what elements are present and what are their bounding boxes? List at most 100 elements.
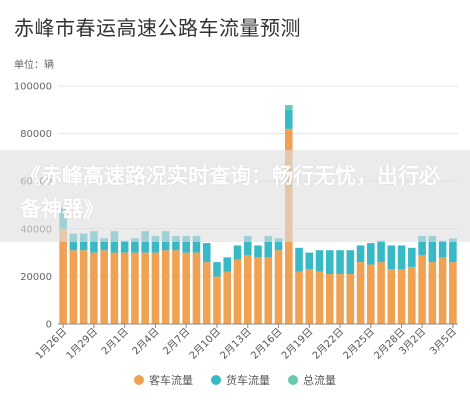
bar-passenger: [151, 252, 160, 324]
unit-label: 单位：辆: [14, 60, 54, 71]
watermark-banner: [0, 150, 470, 242]
x-tick-label: 1月29日: [64, 326, 100, 362]
bar-passenger: [213, 276, 221, 324]
legend-item-freight[interactable]: 货车流量: [211, 372, 270, 388]
bar-freight: [449, 238, 457, 263]
bar-freight: [346, 250, 355, 275]
x-tick-label: 3月5日: [427, 326, 459, 358]
bar-freight: [387, 245, 396, 270]
bar-freight: [151, 235, 160, 253]
x-tick-label: 2月10日: [187, 326, 223, 362]
bar-passenger: [326, 274, 334, 324]
bar-passenger: [192, 252, 201, 324]
bar-passenger: [336, 274, 344, 324]
bar-passenger: [295, 271, 303, 324]
bar-passenger: [449, 262, 457, 324]
x-tick-label: 2月25日: [341, 326, 377, 362]
bar-passenger: [418, 254, 426, 324]
bar-passenger: [346, 274, 355, 324]
bar-passenger: [274, 250, 283, 324]
legend-label-freight: 货车流量: [226, 374, 270, 387]
bar-passenger: [254, 257, 262, 324]
bar-freight: [336, 250, 344, 275]
bar-passenger: [59, 228, 67, 324]
bar-freight: [254, 245, 262, 258]
bar-freight: [326, 250, 334, 275]
bar-passenger: [428, 262, 437, 324]
legend-swatch-freight: [211, 375, 221, 385]
bar-passenger: [69, 250, 78, 324]
bar-passenger: [110, 252, 119, 324]
legend-swatch-total: [288, 375, 298, 385]
x-tick-label: 1月26日: [33, 326, 69, 362]
bar-freight: [100, 238, 108, 251]
bar-passenger: [438, 257, 447, 324]
bar-freight: [315, 250, 324, 272]
y-tick-label: 100000: [14, 82, 52, 93]
bar-freight: [274, 238, 283, 251]
bar-freight: [367, 243, 375, 265]
bar-passenger: [367, 264, 375, 324]
bar-freight: [264, 235, 273, 258]
bar-passenger: [120, 252, 129, 324]
x-tick-label: 2月7日: [161, 326, 193, 358]
bar-freight: [295, 247, 303, 272]
y-tick-label: 80000: [20, 129, 52, 140]
legend-item-passenger[interactable]: 客车流量: [134, 372, 193, 388]
watermark-banner-text: 《赤峰高速路况实时查询：畅行无忧，出行必备神器》: [20, 164, 440, 221]
bar-passenger: [202, 262, 211, 324]
bar-passenger: [377, 262, 385, 324]
bar-freight: [223, 257, 232, 272]
x-tick-label: 2月19日: [279, 326, 315, 362]
bar-freight: [408, 247, 416, 267]
bar-freight: [192, 235, 201, 253]
bar-passenger: [305, 269, 314, 324]
bar-freight: [182, 235, 190, 253]
legend-label-total: 总流量: [303, 374, 336, 387]
bar-passenger: [182, 252, 190, 324]
bar-passenger: [233, 259, 242, 324]
bar-passenger: [243, 254, 252, 324]
bar-freight: [305, 252, 314, 270]
y-tick-label: 0: [46, 320, 52, 331]
bar-freight: [202, 243, 211, 263]
x-tick-label: 2月13日: [218, 326, 254, 362]
x-tick-label: 2月4日: [130, 326, 162, 358]
bar-freight: [397, 245, 406, 270]
bar-freight: [377, 240, 385, 263]
bar-freight: [438, 240, 447, 258]
bar-freight: [233, 245, 242, 260]
bar-passenger: [141, 252, 149, 324]
x-tick-label: 2月22日: [310, 326, 346, 362]
bar-passenger: [387, 269, 396, 324]
legend-swatch-passenger: [134, 375, 144, 385]
bar-passenger: [264, 257, 273, 324]
bar-freight: [284, 109, 293, 129]
bar-passenger: [131, 252, 139, 324]
bar-freight: [428, 235, 437, 263]
x-tick-label: 2月1日: [99, 326, 131, 358]
x-tick-label: 2月16日: [249, 326, 285, 362]
bar-total: [284, 105, 293, 110]
bar-passenger: [172, 250, 180, 324]
bar-passenger: [356, 262, 365, 324]
legend: 客车流量 货车流量 总流量: [0, 372, 470, 388]
bar-freight: [243, 235, 252, 255]
legend-label-passenger: 客车流量: [149, 374, 193, 387]
bar-passenger: [100, 250, 108, 324]
y-tick-label: 20000: [20, 272, 52, 283]
bar-passenger: [397, 269, 406, 324]
bar-passenger: [315, 271, 324, 324]
chart-title: 赤峰市春运高速公路车流量预测: [14, 16, 301, 40]
bar-passenger: [161, 250, 170, 324]
bar-freight: [213, 262, 221, 277]
bar-freight: [131, 238, 139, 253]
bar-freight: [172, 235, 180, 251]
bar-passenger: [223, 271, 232, 324]
bar-freight: [356, 245, 365, 263]
legend-item-total[interactable]: 总流量: [288, 372, 336, 388]
bar-passenger: [408, 266, 416, 324]
bar-passenger: [79, 250, 88, 324]
bar-passenger: [90, 252, 98, 324]
